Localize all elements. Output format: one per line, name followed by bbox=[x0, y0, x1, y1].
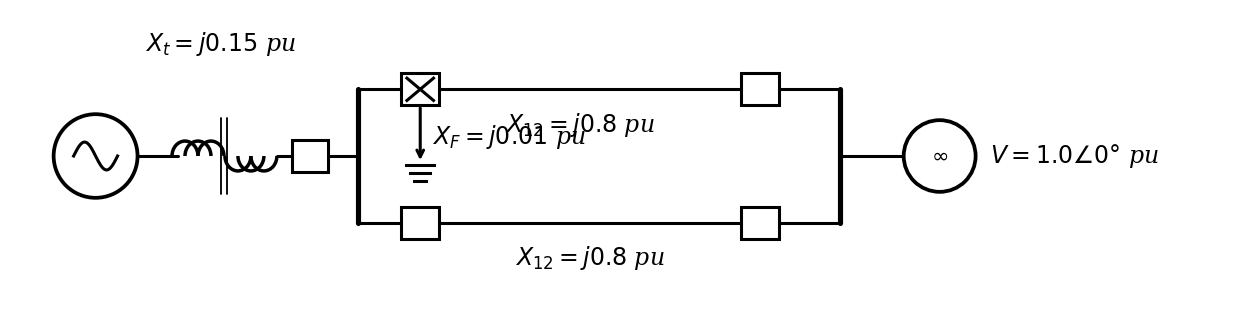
Text: $X_t = j0.15$ pu: $X_t = j0.15$ pu bbox=[145, 29, 295, 58]
Text: $X_F = j0.01$ pu: $X_F = j0.01$ pu bbox=[432, 123, 586, 151]
Text: $X_{12} = j0.8$ pu: $X_{12} = j0.8$ pu bbox=[506, 111, 655, 139]
Text: $\infty$: $\infty$ bbox=[931, 146, 948, 166]
Bar bbox=[741, 207, 779, 239]
Bar bbox=[401, 207, 439, 239]
Bar bbox=[741, 73, 779, 105]
Bar bbox=[293, 140, 328, 172]
Text: $V = 1.0\angle 0°$ pu: $V = 1.0\angle 0°$ pu bbox=[989, 142, 1158, 170]
Bar bbox=[401, 73, 439, 105]
Text: $X_{12} = j0.8$ pu: $X_{12} = j0.8$ pu bbox=[516, 244, 665, 272]
